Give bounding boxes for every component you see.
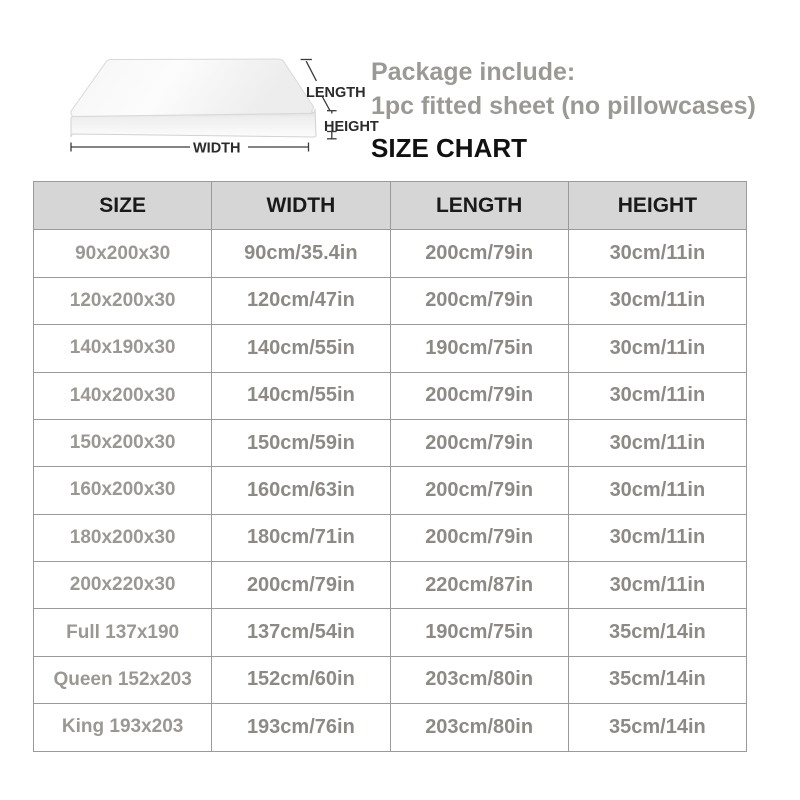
svg-text:LENGTH: LENGTH	[306, 85, 366, 101]
svg-text:WIDTH: WIDTH	[193, 141, 241, 157]
